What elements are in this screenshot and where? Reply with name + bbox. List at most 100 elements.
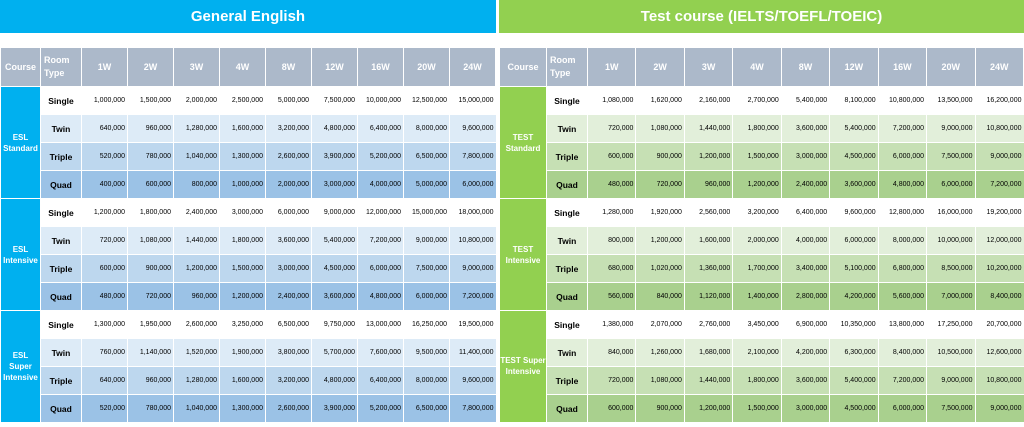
- price-cell: 1,080,000: [127, 226, 174, 255]
- price-cell: 900,000: [635, 142, 685, 171]
- price-cell: 600,000: [127, 170, 174, 199]
- price-cell: 3,200,000: [732, 198, 782, 227]
- general-english-title: General English: [0, 0, 496, 33]
- price-cell: 1,600,000: [683, 226, 733, 255]
- price-cell: 7,800,000: [449, 394, 496, 422]
- price-row: ESL Super Intensive Single 1,300,000 1,950,…: [0, 310, 496, 423]
- price-cell: 3,400,000: [780, 254, 830, 283]
- price-cell: 4,500,000: [829, 394, 879, 422]
- price-cell: 7,000,000: [926, 282, 975, 311]
- price-cell: 2,400,000: [780, 170, 830, 199]
- price-row: Triple 720,000 1,080,000 1,440,000 1,800,000…: [500, 366, 1024, 395]
- price-cell: 1,440,000: [683, 114, 733, 143]
- price-cell: 10,800,000: [449, 226, 496, 255]
- course-name: TEST Standard: [499, 86, 547, 199]
- price-cell: 9,500,000: [403, 338, 450, 367]
- price-row: Triple 680,000 1,020,000 1,360,000 1,700,000…: [500, 254, 1024, 283]
- price-cell: 1,300,000: [219, 394, 266, 422]
- test-course-panel: Test course (IELTS/TOEFL/TOEIC) Course R…: [499, 0, 1024, 427]
- price-cell: 3,600,000: [311, 282, 358, 311]
- price-cell: 10,800,000: [877, 86, 927, 115]
- price-cell: 9,600,000: [829, 198, 879, 227]
- price-cell: 640,000: [81, 366, 128, 395]
- price-cell: 1,200,000: [173, 254, 220, 283]
- price-row: Quad 560,000 840,000 1,120,000 1,400,000 2,80…: [500, 282, 1024, 311]
- course-name: TEST Super Intensive: [499, 310, 547, 423]
- price-cell: 3,900,000: [311, 394, 358, 422]
- price-row: Quad 600,000 900,000 1,200,000 1,500,000 3,00…: [500, 394, 1024, 422]
- price-cell: 9,000,000: [974, 142, 1024, 171]
- price-cell: 1,500,000: [127, 86, 174, 115]
- price-cell: 960,000: [127, 114, 174, 143]
- price-cell: 800,000: [173, 170, 220, 199]
- price-cell: 1,800,000: [127, 198, 174, 227]
- week-header: 2W: [635, 47, 685, 87]
- price-cell: 600,000: [81, 254, 128, 283]
- price-cell: 6,900,000: [780, 310, 830, 339]
- price-cell: 11,400,000: [449, 338, 496, 367]
- price-cell: 3,200,000: [265, 366, 312, 395]
- price-cell: 1,080,000: [635, 366, 685, 395]
- price-cell: 1,000,000: [219, 170, 266, 199]
- price-cell: 16,200,000: [974, 86, 1024, 115]
- price-cell: 5,000,000: [403, 170, 450, 199]
- price-cell: 7,200,000: [877, 366, 927, 395]
- price-cell: 1,800,000: [219, 226, 266, 255]
- price-cell: 3,600,000: [829, 170, 879, 199]
- week-header: 16W: [877, 47, 928, 87]
- price-row: Twin 720,000 1,080,000 1,440,000 1,800,000 3,…: [500, 114, 1024, 143]
- price-cell: 8,000,000: [403, 114, 450, 143]
- price-cell: 3,250,000: [219, 310, 266, 339]
- price-cell: 9,000,000: [311, 198, 358, 227]
- price-cell: 1,200,000: [683, 142, 733, 171]
- price-cell: 640,000: [81, 114, 128, 143]
- price-row: Quad 480,000 720,000 960,000 1,200,000 2,400,…: [1, 282, 496, 311]
- price-cell: 2,160,000: [683, 86, 733, 115]
- price-cell: 7,600,000: [357, 338, 404, 367]
- price-cell: 6,000,000: [265, 198, 312, 227]
- price-cell: 9,750,000: [311, 310, 358, 339]
- price-cell: 12,000,000: [974, 226, 1024, 255]
- price-cell: 840,000: [635, 282, 685, 311]
- room-type-header: Room Type: [40, 47, 82, 87]
- room-type: Quad: [546, 282, 588, 311]
- price-cell: 4,800,000: [357, 282, 404, 311]
- room-type: Triple: [40, 366, 82, 395]
- week-header: 4W: [219, 47, 266, 87]
- price-cell: 600,000: [586, 142, 636, 171]
- price-cell: 480,000: [586, 170, 636, 199]
- price-cell: 6,000,000: [829, 226, 879, 255]
- week-header: 20W: [926, 47, 976, 87]
- week-header: 8W: [780, 47, 831, 87]
- price-cell: 1,500,000: [732, 142, 782, 171]
- price-cell: 1,280,000: [173, 114, 220, 143]
- week-header: 8W: [265, 47, 312, 87]
- price-cell: 900,000: [127, 254, 174, 283]
- room-type: Quad: [40, 282, 82, 311]
- room-type: Single: [546, 198, 588, 227]
- price-cell: 9,000,000: [926, 366, 975, 395]
- price-cell: 5,400,000: [829, 366, 879, 395]
- week-header: 20W: [403, 47, 450, 87]
- price-cell: 10,800,000: [974, 114, 1024, 143]
- price-row: Quad 400,000 600,000 800,000 1,000,000 2,000,…: [1, 170, 496, 199]
- room-type: Quad: [40, 170, 82, 199]
- price-cell: 6,500,000: [403, 142, 450, 171]
- price-cell: 680,000: [586, 254, 636, 283]
- price-row: Quad 480,000 720,000 960,000 1,200,000 2,400,…: [500, 170, 1024, 199]
- price-cell: 9,000,000: [926, 114, 975, 143]
- price-cell: 10,200,000: [974, 254, 1024, 283]
- price-cell: 2,070,000: [635, 310, 685, 339]
- price-cell: 4,800,000: [311, 366, 358, 395]
- price-cell: 5,400,000: [311, 226, 358, 255]
- price-cell: 1,260,000: [635, 338, 685, 367]
- price-cell: 1,200,000: [683, 394, 733, 422]
- price-row: ESL Intensive Single 1,200,000 1,800,000 2,4…: [0, 198, 496, 311]
- price-cell: 4,500,000: [829, 142, 879, 171]
- price-row: Twin 760,000 1,140,000 1,520,000 1,900,000 3,…: [1, 338, 496, 367]
- price-row: Twin 800,000 1,200,000 1,600,000 2,000,000 4,…: [500, 226, 1024, 255]
- price-cell: 1,080,000: [635, 114, 685, 143]
- price-cell: 15,000,000: [449, 86, 496, 115]
- price-cell: 2,600,000: [173, 310, 220, 339]
- price-cell: 2,600,000: [265, 142, 312, 171]
